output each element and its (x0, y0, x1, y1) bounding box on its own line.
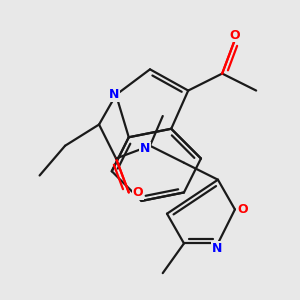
Text: N: N (109, 88, 119, 101)
Text: O: O (133, 186, 143, 199)
Text: O: O (230, 29, 240, 42)
Text: N: N (140, 142, 150, 155)
Text: O: O (237, 203, 248, 216)
Text: N: N (212, 242, 222, 255)
